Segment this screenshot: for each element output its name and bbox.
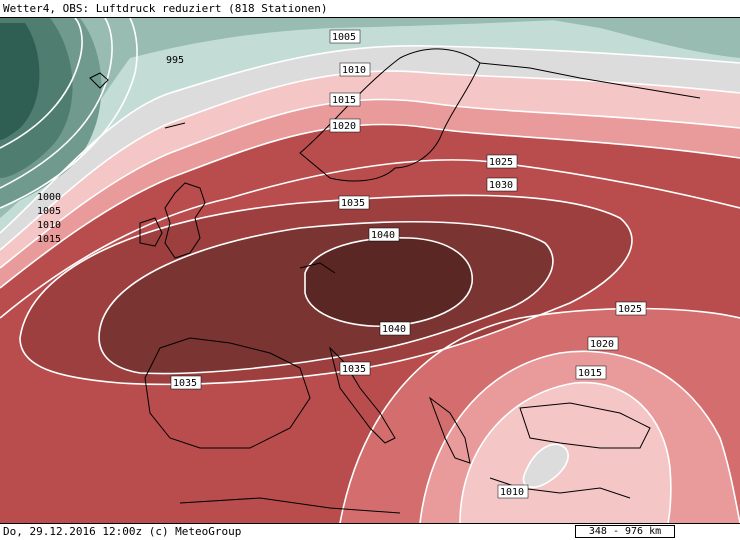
coast-greece — [428, 396, 471, 464]
svg-text:1000: 1000 — [37, 192, 61, 203]
svg-text:1035: 1035 — [342, 364, 366, 375]
pressure-band-1045 — [305, 237, 473, 327]
status-bar: Do, 29.12.2016 12:00z (c) MeteoGroup 348… — [0, 523, 740, 540]
coast-black-sea — [519, 402, 651, 449]
isobar-label-1015-north: 1015 — [329, 92, 361, 107]
isobar-label-1025-south: 1025 — [615, 301, 647, 316]
coast-benelux — [299, 262, 336, 274]
svg-text:1015: 1015 — [332, 95, 356, 106]
isobar-label-1030: 1030 — [486, 177, 518, 192]
isobar-label-1015-south: 1015 — [575, 365, 607, 380]
coast-italy — [329, 346, 396, 444]
forecast-datetime: Do, 29.12.2016 12:00z (c) MeteoGroup — [3, 525, 242, 538]
pressure-band-se-1010 — [523, 444, 569, 488]
isobar-label-1010-north: 1010 — [339, 62, 371, 77]
coast-iceland-east — [89, 72, 109, 89]
svg-text:1015: 1015 — [37, 234, 61, 245]
svg-text:1010: 1010 — [500, 487, 524, 498]
svg-text:1040: 1040 — [382, 324, 406, 335]
isobar-lines — [0, 18, 740, 523]
svg-text:1020: 1020 — [332, 121, 356, 132]
svg-text:1030: 1030 — [489, 180, 513, 191]
coast-great-britain — [164, 182, 206, 259]
scale-bar: 348 - 976 km — [575, 525, 675, 538]
coast-arctic — [479, 62, 701, 99]
isobar-label-1005-west: 1005 — [37, 206, 61, 217]
pressure-map-svg: 995 1005 1010 1015 1020 1025 1030 1035 1… — [0, 18, 740, 523]
svg-text:1025: 1025 — [489, 157, 513, 168]
svg-text:1005: 1005 — [37, 206, 61, 217]
isobar-label-1040-south: 1040 — [379, 321, 411, 336]
isobar-label-1035-west: 1035 — [170, 375, 202, 390]
isobar-label-1035-north: 1035 — [338, 195, 370, 210]
map-title: Wetter4, OBS: Luftdruck reduziert (818 S… — [3, 2, 328, 15]
isobar-label-1020-south: 1020 — [587, 336, 619, 351]
svg-text:1010: 1010 — [342, 65, 366, 76]
pressure-band-1005 — [0, 18, 740, 233]
svg-text:1035: 1035 — [173, 378, 197, 389]
coastlines — [89, 48, 701, 514]
pressure-band-ne-low — [540, 18, 740, 58]
isobar-label-1040-north: 1040 — [368, 227, 400, 242]
svg-text:1035: 1035 — [341, 198, 365, 209]
coast-turkey-south — [489, 477, 631, 499]
isobar-label-1035-south: 1035 — [339, 361, 371, 376]
isobar-label-1025-north: 1025 — [486, 154, 518, 169]
svg-text:995: 995 — [166, 55, 184, 66]
isobar-label-1000: 1000 — [37, 192, 61, 203]
coast-ireland — [139, 217, 163, 247]
svg-text:1010: 1010 — [37, 220, 61, 231]
coast-north-africa — [179, 497, 401, 514]
title-bar: Wetter4, OBS: Luftdruck reduziert (818 S… — [0, 0, 740, 18]
isobar-label-1020-north: 1020 — [329, 118, 361, 133]
svg-text:1020: 1020 — [590, 339, 614, 350]
isobar-label-group: 995 1005 1010 1015 1020 1025 1030 1035 1… — [37, 29, 647, 499]
isobar-label-1015-west: 1015 — [37, 234, 61, 245]
coast-faroe — [164, 122, 186, 129]
isobar-label-1010-south: 1010 — [497, 484, 529, 499]
isobar-label-995: 995 — [166, 55, 184, 66]
coast-iberia — [144, 337, 311, 449]
svg-text:1015: 1015 — [578, 368, 602, 379]
coast-scandinavia — [299, 48, 481, 182]
pressure-band-deep-low — [0, 23, 40, 140]
svg-text:1025: 1025 — [618, 304, 642, 315]
isobar-label-1005-north: 1005 — [329, 29, 361, 44]
pressure-map[interactable]: 995 1005 1010 1015 1020 1025 1030 1035 1… — [0, 18, 740, 523]
isobar-label-1010-west: 1010 — [37, 220, 61, 231]
svg-text:1040: 1040 — [371, 230, 395, 241]
svg-text:1005: 1005 — [332, 32, 356, 43]
